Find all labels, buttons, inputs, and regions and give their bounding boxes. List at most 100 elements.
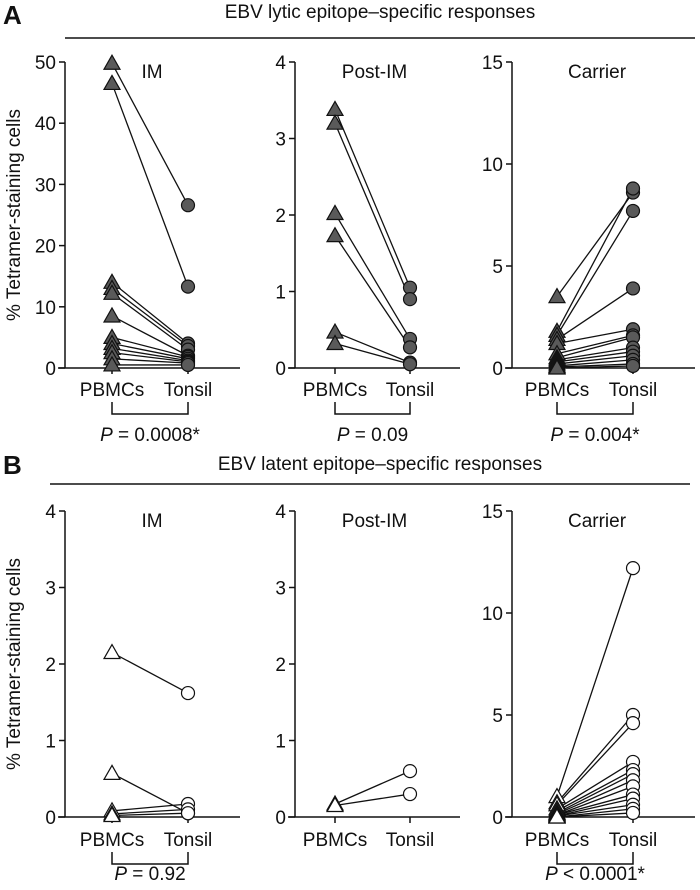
tonsil-circle-marker bbox=[180, 685, 196, 701]
pair-line bbox=[111, 808, 189, 815]
panel-letter: B bbox=[3, 450, 22, 480]
pbmc-triangle-marker bbox=[325, 204, 345, 221]
tonsil-circle-marker bbox=[402, 340, 418, 355]
tonsil-circle-marker bbox=[625, 281, 641, 296]
pbmc-triangle-marker bbox=[547, 807, 567, 824]
pair-line bbox=[556, 328, 634, 345]
pbmc-triangle-marker bbox=[547, 287, 567, 304]
pbmc-triangle-marker bbox=[325, 334, 345, 351]
pair-line bbox=[556, 359, 634, 367]
y-tick-label: 2 bbox=[45, 655, 56, 676]
pair-line bbox=[111, 651, 189, 694]
y-tick-label: 5 bbox=[492, 257, 503, 278]
pair-line bbox=[556, 351, 634, 363]
pbmc-triangle-marker bbox=[102, 306, 122, 323]
pair-line bbox=[556, 363, 634, 368]
y-axis-label: % Tetramer-staining cells bbox=[4, 558, 25, 770]
pair-line bbox=[556, 812, 634, 818]
y-tick-label: 0 bbox=[275, 359, 286, 380]
x-tick-label: Tonsil bbox=[164, 380, 213, 401]
significance-bracket bbox=[556, 852, 634, 865]
tonsil-circle-marker bbox=[625, 181, 641, 196]
pbmc-triangle-marker bbox=[102, 764, 122, 780]
tonsil-circle-marker bbox=[402, 292, 418, 307]
tonsil-circle-marker bbox=[180, 279, 196, 294]
y-tick-label: 4 bbox=[275, 502, 286, 523]
significance-bracket bbox=[556, 402, 634, 415]
pair-line bbox=[334, 342, 411, 365]
pair-line bbox=[111, 336, 189, 358]
y-tick-label: 0 bbox=[45, 359, 56, 380]
y-tick-label: 4 bbox=[275, 53, 286, 74]
x-tick-label: PBMCs bbox=[80, 830, 144, 851]
significance-bracket bbox=[111, 852, 189, 865]
pair-line bbox=[556, 779, 634, 815]
pbmc-triangle-marker bbox=[325, 226, 345, 243]
pair-line bbox=[111, 772, 189, 814]
significance-bracket bbox=[111, 402, 189, 415]
pair-line bbox=[556, 769, 634, 812]
pair-line bbox=[334, 109, 411, 288]
panel-title: Post-IM bbox=[342, 62, 407, 83]
y-tick-label: 2 bbox=[275, 655, 286, 676]
pbmc-triangle-marker bbox=[102, 643, 122, 660]
y-tick-label: 3 bbox=[45, 579, 56, 600]
significance-bracket bbox=[334, 402, 411, 415]
pair-line bbox=[556, 567, 634, 797]
p-value-label: P < 0.0001* bbox=[545, 864, 645, 885]
tonsil-circle-marker bbox=[625, 716, 641, 731]
y-tick-label: 10 bbox=[482, 155, 503, 176]
y-tick-label: 0 bbox=[275, 808, 286, 829]
pbmc-triangle-marker bbox=[102, 806, 122, 823]
pair-line bbox=[556, 287, 634, 340]
pair-line bbox=[556, 355, 634, 365]
y-tick-label: 40 bbox=[35, 114, 56, 135]
pair-line bbox=[334, 213, 411, 340]
pair-line bbox=[334, 122, 411, 300]
y-tick-label: 0 bbox=[45, 808, 56, 829]
pair-line bbox=[556, 798, 634, 817]
tonsil-circle-marker bbox=[625, 358, 641, 374]
y-tick-label: 15 bbox=[482, 53, 503, 74]
pbmc-triangle-marker bbox=[102, 284, 122, 300]
y-axis-label: % Tetramer-staining cells bbox=[4, 109, 25, 321]
pair-line bbox=[556, 336, 634, 359]
x-tick-label: Tonsil bbox=[386, 380, 435, 401]
pair-line bbox=[111, 83, 189, 287]
pair-line bbox=[556, 192, 634, 297]
p-value-label: P = 0.09 bbox=[337, 425, 408, 446]
pair-line bbox=[111, 287, 189, 347]
pair-line bbox=[334, 793, 411, 807]
pair-line bbox=[556, 722, 634, 806]
tonsil-circle-marker bbox=[402, 763, 418, 779]
pair-line bbox=[111, 281, 189, 345]
x-tick-label: PBMCs bbox=[80, 380, 144, 401]
y-tick-label: 10 bbox=[482, 604, 503, 625]
pbmc-triangle-marker bbox=[547, 358, 567, 375]
pair-line bbox=[111, 62, 189, 206]
panel-title: Carrier bbox=[568, 62, 627, 83]
p-value-label: P = 0.92 bbox=[114, 864, 185, 885]
pair-line bbox=[556, 210, 634, 336]
pair-line bbox=[334, 235, 411, 348]
tonsil-circle-marker bbox=[180, 198, 196, 213]
y-tick-label: 10 bbox=[35, 298, 56, 319]
tonsil-circle-marker bbox=[180, 806, 196, 821]
pair-line bbox=[111, 315, 189, 357]
pair-line bbox=[334, 331, 411, 364]
x-tick-label: Tonsil bbox=[609, 830, 658, 851]
pbmc-triangle-marker bbox=[325, 796, 345, 813]
p-value-label: P = 0.004* bbox=[550, 425, 640, 446]
pair-line bbox=[556, 793, 634, 816]
pair-line bbox=[556, 346, 634, 361]
pair-line bbox=[111, 803, 189, 812]
pair-line bbox=[111, 358, 189, 364]
y-tick-label: 0 bbox=[492, 359, 503, 380]
p-value-label: P = 0.0008* bbox=[100, 425, 200, 446]
pair-line bbox=[111, 812, 189, 817]
x-tick-label: PBMCs bbox=[525, 380, 589, 401]
pair-line bbox=[111, 352, 189, 363]
pbmc-triangle-marker bbox=[102, 54, 122, 70]
section-title: EBV latent epitope–specific responses bbox=[218, 454, 542, 475]
pair-line bbox=[556, 714, 634, 804]
